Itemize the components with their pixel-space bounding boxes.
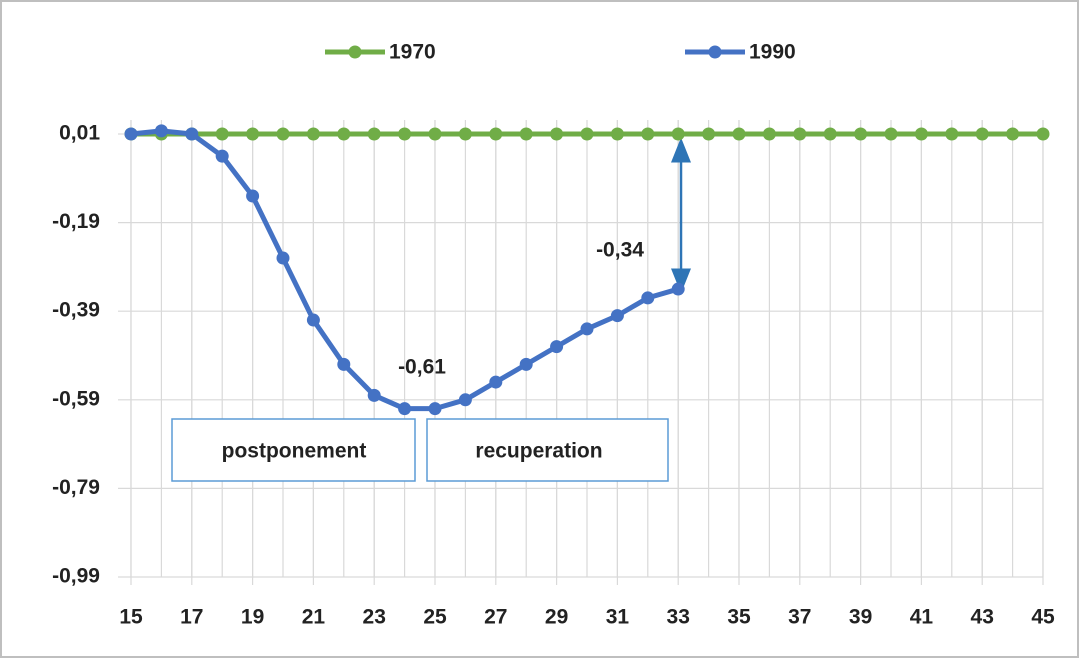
x-tick-label: 31 — [606, 606, 630, 629]
x-tick-label: 33 — [667, 606, 690, 629]
point — [975, 127, 989, 141]
phase-box — [426, 418, 669, 482]
point — [489, 375, 503, 389]
point — [550, 127, 564, 141]
y-tick-label: -0,39 — [52, 299, 100, 322]
point — [1006, 127, 1020, 141]
point — [489, 127, 503, 141]
point — [641, 127, 655, 141]
point — [337, 127, 351, 141]
point — [823, 127, 837, 141]
point — [793, 127, 807, 141]
point — [337, 357, 351, 371]
phase-box — [171, 418, 416, 482]
x-tick-label: 41 — [910, 606, 934, 629]
point — [246, 127, 260, 141]
point — [276, 127, 290, 141]
legend-marker — [348, 45, 362, 59]
annotation: postponement — [222, 440, 367, 463]
point — [246, 189, 260, 203]
y-tick-label: -0,79 — [52, 476, 100, 499]
point — [215, 149, 229, 163]
point — [519, 357, 533, 371]
x-tick-label: 35 — [727, 606, 751, 629]
point — [762, 127, 776, 141]
point — [732, 127, 746, 141]
point — [702, 127, 716, 141]
point — [367, 388, 381, 402]
legend-label: 1970 — [389, 41, 436, 64]
y-tick-label: -0,19 — [52, 210, 100, 233]
point — [367, 127, 381, 141]
point — [458, 393, 472, 407]
point — [884, 127, 898, 141]
point — [124, 127, 138, 141]
point — [610, 309, 624, 323]
point — [671, 127, 685, 141]
point — [154, 124, 168, 138]
point — [276, 251, 290, 265]
point — [398, 127, 412, 141]
point — [671, 282, 685, 296]
point — [914, 127, 928, 141]
x-tick-label: 37 — [788, 606, 811, 629]
y-tick-label: 0,01 — [59, 122, 100, 145]
point — [428, 127, 442, 141]
point — [306, 127, 320, 141]
point — [641, 291, 655, 305]
legend-label: 1990 — [749, 41, 796, 64]
point — [458, 127, 472, 141]
x-tick-label: 27 — [484, 606, 507, 629]
annotation: -0,34 — [596, 239, 644, 262]
point — [945, 127, 959, 141]
x-tick-label: 15 — [119, 606, 143, 629]
x-tick-label: 23 — [363, 606, 386, 629]
grid — [118, 120, 1044, 585]
point — [428, 402, 442, 416]
point — [185, 127, 199, 141]
point — [306, 313, 320, 327]
x-tick-label: 25 — [423, 606, 447, 629]
x-tick-label: 45 — [1031, 606, 1055, 629]
point — [1036, 127, 1050, 141]
point — [610, 127, 624, 141]
y-tick-label: -0,59 — [52, 387, 100, 410]
x-tick-label: 19 — [241, 606, 264, 629]
point — [519, 127, 533, 141]
annotation: recuperation — [475, 440, 602, 463]
annotation: -0,61 — [398, 356, 446, 379]
point — [580, 127, 594, 141]
x-tick-label: 21 — [302, 606, 326, 629]
point — [398, 402, 412, 416]
point — [215, 127, 229, 141]
point — [580, 322, 594, 336]
legend-marker — [708, 45, 722, 59]
x-tick-label: 43 — [971, 606, 994, 629]
y-tick-label: -0,99 — [52, 565, 100, 588]
x-tick-label: 17 — [180, 606, 203, 629]
point — [550, 340, 564, 354]
point — [854, 127, 868, 141]
x-tick-label: 29 — [545, 606, 568, 629]
x-tick-label: 39 — [849, 606, 872, 629]
